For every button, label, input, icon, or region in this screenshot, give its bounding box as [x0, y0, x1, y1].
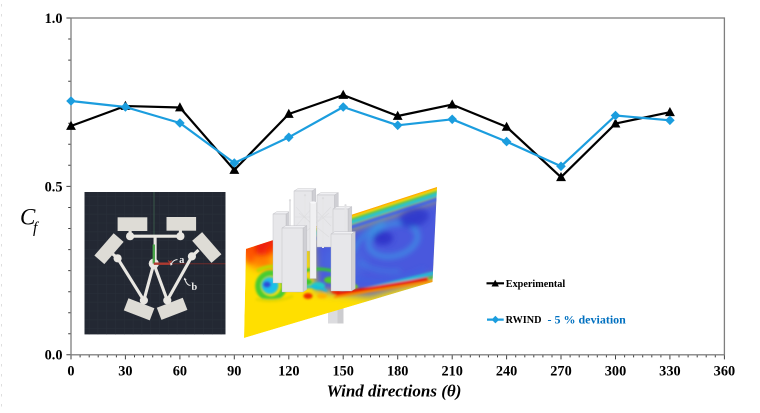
svg-text:210: 210	[441, 363, 462, 379]
svg-text:0: 0	[67, 363, 74, 379]
svg-text:RWIND: RWIND	[506, 315, 542, 326]
svg-text:150: 150	[332, 363, 353, 379]
svg-text:30: 30	[118, 363, 132, 379]
svg-text:270: 270	[550, 363, 571, 379]
svg-text:b: b	[191, 282, 197, 293]
svg-text:Wind directions (θ): Wind directions (θ)	[327, 381, 462, 400]
svg-text:f: f	[33, 220, 40, 237]
svg-text:240: 240	[496, 363, 517, 379]
svg-text:90: 90	[227, 363, 241, 379]
svg-text:a: a	[179, 255, 185, 266]
svg-text:180: 180	[387, 363, 408, 379]
svg-text:120: 120	[278, 363, 299, 379]
svg-text:300: 300	[605, 363, 626, 379]
svg-text:0.5: 0.5	[45, 179, 63, 195]
svg-text:330: 330	[659, 363, 680, 379]
svg-text:360: 360	[714, 363, 735, 379]
svg-text:0.0: 0.0	[45, 348, 63, 364]
svg-text:60: 60	[173, 363, 187, 379]
svg-text:1.0: 1.0	[45, 11, 63, 27]
svg-text:- 5 % deviation: - 5 % deviation	[548, 313, 627, 327]
svg-text:Experimental: Experimental	[506, 279, 566, 290]
svg-text:C: C	[20, 205, 36, 230]
